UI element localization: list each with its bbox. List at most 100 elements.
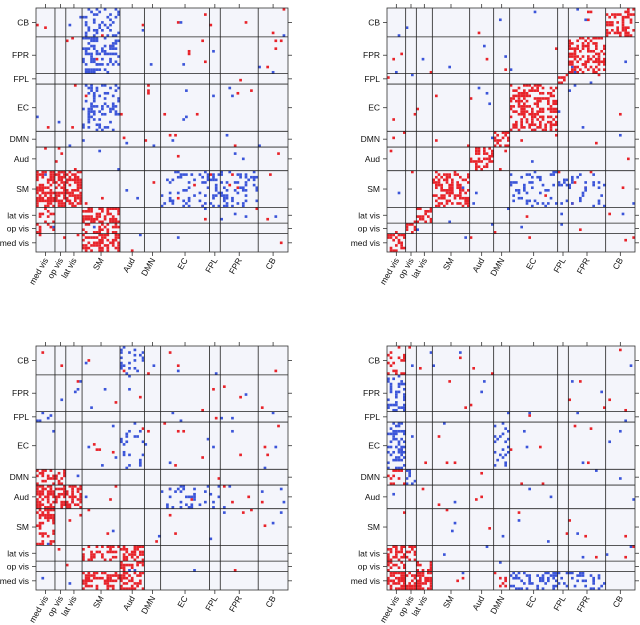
heatmap-cell <box>106 105 110 108</box>
heatmap-cell <box>49 508 53 512</box>
heatmap-cell <box>52 521 55 525</box>
heatmap-cell <box>101 555 104 559</box>
heatmap-cell <box>92 60 96 64</box>
heatmap-cell <box>239 173 242 176</box>
heatmap-cell <box>493 231 497 234</box>
heatmap-cell <box>152 364 156 367</box>
heatmap-cell <box>122 369 126 373</box>
heatmap-cell <box>63 471 66 475</box>
heatmap-cell <box>52 173 55 176</box>
heatmap-cell <box>111 215 115 218</box>
heatmap-cell <box>41 490 45 493</box>
heatmap-cell <box>60 364 64 367</box>
heatmap-cell <box>125 466 129 470</box>
heatmap-cell <box>400 380 403 383</box>
heatmap-cell <box>63 487 66 491</box>
heatmap-cell <box>90 249 93 252</box>
heatmap-cell <box>187 186 191 190</box>
heatmap-cell <box>387 236 390 239</box>
heatmap-cell <box>128 453 131 457</box>
heatmap-cell <box>392 474 395 478</box>
heatmap-cell <box>71 194 74 197</box>
heatmap-cell <box>488 527 491 530</box>
heatmap-cell <box>539 178 542 182</box>
heatmap-cell <box>395 393 398 396</box>
heatmap-cell <box>106 574 110 577</box>
heatmap-cell <box>416 107 419 111</box>
heatmap-cell <box>485 152 489 155</box>
heatmap-cell <box>555 584 558 588</box>
heatmap-cell <box>496 139 499 142</box>
heatmap-cell <box>403 464 406 467</box>
heatmap-cell <box>499 584 502 588</box>
heatmap-cell <box>92 44 96 48</box>
heatmap-cell <box>57 170 61 174</box>
heatmap-cell <box>445 175 449 179</box>
heatmap-cell <box>491 154 494 158</box>
heatmap-cell <box>168 199 172 203</box>
heatmap-cell <box>133 558 137 562</box>
heatmap-cell <box>87 236 91 239</box>
heatmap-cell <box>491 372 494 375</box>
heatmap-cell <box>63 204 66 208</box>
heatmap-cell <box>117 207 120 211</box>
heatmap-cell <box>206 186 210 190</box>
heatmap-cell <box>138 464 142 467</box>
heatmap-cell <box>90 36 93 40</box>
heatmap-cell <box>98 63 102 66</box>
heatmap-cell <box>95 448 99 451</box>
heatmap-cell <box>579 173 582 176</box>
heatmap-cell <box>552 118 555 121</box>
heatmap-cell <box>38 183 42 187</box>
heatmap-cell <box>395 236 398 239</box>
heatmap-cell <box>571 47 574 50</box>
heatmap-cell <box>435 181 438 184</box>
heatmap-cell <box>419 217 422 221</box>
heatmap-cell <box>451 178 454 182</box>
heatmap-cell <box>448 65 451 69</box>
heatmap-cell <box>528 123 531 127</box>
heatmap-cell <box>38 225 42 229</box>
heatmap-cell <box>101 238 104 242</box>
heatmap-cell <box>49 212 53 216</box>
heatmap-cell <box>464 196 467 200</box>
heatmap-cell <box>71 495 74 499</box>
heatmap-cell <box>90 558 93 562</box>
heatmap-cell <box>231 204 234 208</box>
heatmap-cell <box>397 356 401 360</box>
heatmap-cell <box>515 94 518 98</box>
heatmap-cell <box>389 233 393 237</box>
heatmap-cell <box>621 212 625 216</box>
heatmap-cell <box>480 390 483 394</box>
heatmap-cell <box>49 189 53 192</box>
heatmap-cell <box>485 157 489 161</box>
heatmap-cell <box>419 563 422 567</box>
x-tick-label: FPR <box>227 256 244 276</box>
heatmap-cell <box>395 466 398 470</box>
heatmap-cell <box>133 587 137 590</box>
heatmap-cell <box>44 186 47 190</box>
heatmap-cell <box>41 189 45 192</box>
heatmap-cell <box>448 380 451 383</box>
heatmap-cell <box>507 131 510 134</box>
heatmap-cell <box>90 244 93 247</box>
heatmap-cell <box>499 435 502 438</box>
heatmap-cell <box>114 39 118 43</box>
heatmap-cell <box>217 495 221 499</box>
heatmap-cell <box>233 144 237 148</box>
heatmap-cell <box>92 571 96 575</box>
heatmap-cell <box>36 474 39 478</box>
heatmap-cell <box>120 566 123 570</box>
heatmap-cell <box>109 548 112 551</box>
heatmap-cell <box>429 220 433 224</box>
heatmap-cell <box>512 89 515 92</box>
heatmap-cell <box>84 582 88 585</box>
heatmap-cell <box>225 202 229 205</box>
heatmap-cell <box>403 574 406 577</box>
heatmap-cell <box>483 44 486 48</box>
heatmap-cell <box>84 21 88 24</box>
heatmap-cell <box>587 461 590 465</box>
heatmap-cell <box>111 555 115 559</box>
